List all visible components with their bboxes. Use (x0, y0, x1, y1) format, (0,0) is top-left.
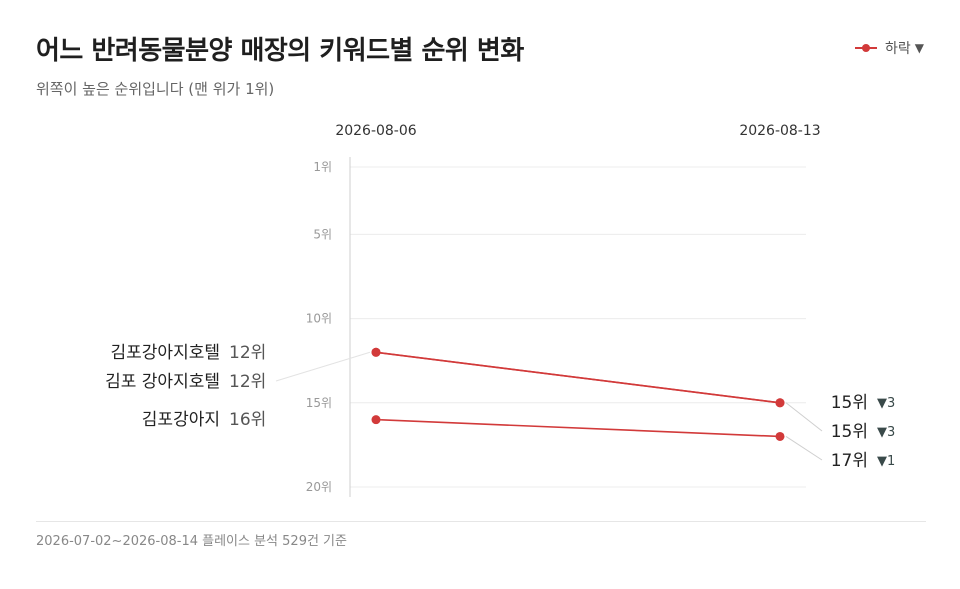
legend-line-swatch (855, 42, 877, 54)
series-line (375, 351, 781, 404)
start-point (371, 347, 381, 357)
series-name-label: 김포강아지 (142, 410, 220, 430)
slope-chart: 1위 5위 10위 15위 20위 2026-08-06 2026-08-13 김포강아지호텔… (105, 123, 895, 497)
x-date-label: 2026-08-06 (335, 123, 416, 139)
y-tick-label: 5위 (313, 227, 332, 241)
end-rank-label: 15위 (831, 393, 868, 413)
series-name-label: 김포 강아지호텔 (105, 372, 220, 392)
legend-label: 하락 (885, 41, 911, 57)
end-point (775, 398, 785, 408)
y-tick-label: 20위 (306, 480, 332, 494)
label-leader (275, 351, 371, 382)
end-rank-label: 17위 (831, 451, 868, 471)
x-date-label: 2026-08-13 (739, 123, 820, 139)
footer-note: 2026-07-02~2026-08-14 플레이스 분석 529건 기준 (36, 534, 347, 549)
chart-subtitle: 위쪽이 높은 순위입니다 (맨 위가 1위) (36, 80, 275, 98)
chart-title: 어느 반려동물분양 매장의 키워드별 순위 변화 (36, 36, 524, 66)
down-triangle-icon: ▼ (914, 41, 924, 55)
rank-change-label: ▼1 (877, 454, 895, 469)
rank-change-label: ▼3 (877, 425, 895, 440)
y-tick-label: 15위 (306, 396, 332, 410)
start-rank-label: 16위 (229, 410, 266, 430)
y-tick-label: 10위 (306, 312, 332, 326)
end-point (775, 431, 785, 441)
start-rank-label: 12위 (229, 372, 266, 392)
series-line (375, 418, 781, 438)
rank-change-label: ▼3 (877, 396, 895, 411)
divider (36, 521, 926, 522)
label-leader (785, 402, 823, 432)
label-leader (785, 436, 823, 461)
y-tick-label: 1위 (313, 160, 332, 174)
start-rank-label: 12위 (229, 343, 266, 363)
legend: 하락 ▼ (855, 38, 924, 58)
series-name-label: 김포강아지호텔 (111, 343, 220, 363)
end-rank-label: 15위 (831, 422, 868, 442)
start-point (371, 415, 381, 425)
